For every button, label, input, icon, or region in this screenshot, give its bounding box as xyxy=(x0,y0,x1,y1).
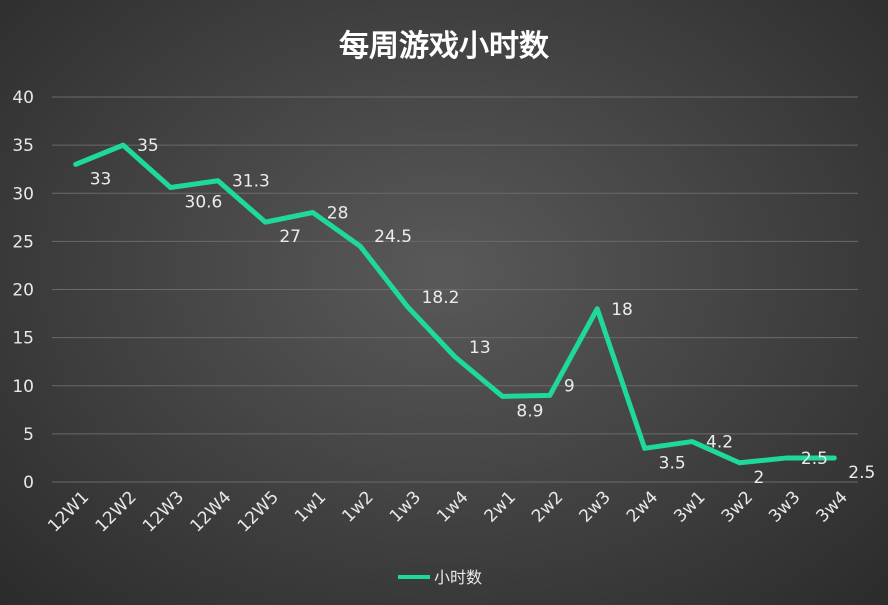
x-tick-label: 1w1 xyxy=(291,487,330,526)
data-label: 2.5 xyxy=(801,449,828,469)
y-tick-label: 40 xyxy=(12,88,34,108)
chart-title: 每周游戏小时数 xyxy=(339,29,550,64)
data-label: 2 xyxy=(753,468,764,488)
x-tick-label: 1w4 xyxy=(433,487,472,526)
data-label: 18 xyxy=(611,300,633,320)
data-label: 27 xyxy=(279,227,301,247)
x-tick-label: 12W4 xyxy=(186,487,235,536)
x-tick-label: 1w3 xyxy=(386,487,425,526)
gridlines xyxy=(52,96,858,483)
x-tick-label: 12W1 xyxy=(44,487,93,536)
x-tick-label: 2w1 xyxy=(481,487,520,526)
data-label: 9 xyxy=(564,376,575,396)
y-tick-label: 20 xyxy=(12,281,34,301)
y-tick-label: 10 xyxy=(12,377,34,397)
data-label: 2.5 xyxy=(848,463,875,483)
x-tick-label: 3w4 xyxy=(813,487,852,526)
data-label: 13 xyxy=(469,338,491,358)
x-tick-label: 12W2 xyxy=(92,487,141,536)
y-tick-label: 30 xyxy=(12,184,34,204)
x-tick-label: 12W3 xyxy=(139,487,188,536)
y-tick-label: 35 xyxy=(12,136,34,156)
legend-label: 小时数 xyxy=(434,568,482,587)
x-tick-label: 3w3 xyxy=(765,487,804,526)
data-label: 18.2 xyxy=(422,288,460,308)
series-group xyxy=(73,142,837,466)
data-label: 35 xyxy=(137,136,159,156)
series-line xyxy=(73,142,837,466)
data-label: 4.2 xyxy=(706,433,733,453)
legend: 小时数 xyxy=(398,568,482,587)
data-label: 33 xyxy=(90,169,112,189)
data-label: 3.5 xyxy=(659,453,686,473)
y-axis-ticks: 0 5 10 15 20 25 30 35 40 xyxy=(12,88,34,493)
y-tick-label: 5 xyxy=(23,425,34,445)
x-tick-label: 3w1 xyxy=(670,487,709,526)
data-label: 24.5 xyxy=(374,227,412,247)
data-label: 28 xyxy=(327,204,349,224)
x-tick-label: 2w3 xyxy=(575,487,614,526)
y-tick-label: 15 xyxy=(12,329,34,349)
y-tick-label: 0 xyxy=(23,473,34,493)
x-tick-label: 3w2 xyxy=(718,487,757,526)
x-tick-label: 12W5 xyxy=(234,487,283,536)
y-tick-label: 25 xyxy=(12,232,34,252)
data-label: 31.3 xyxy=(232,172,270,192)
data-label: 8.9 xyxy=(516,401,543,421)
data-label: 30.6 xyxy=(185,192,223,212)
x-tick-label: 1w2 xyxy=(338,487,377,526)
data-labels: 33 35 30.6 31.3 27 28 24.5 18.2 13 8.9 9 18 3.5 4.2 2 2… xyxy=(90,136,876,488)
x-tick-label: 2w2 xyxy=(528,487,567,526)
x-tick-label: 2w4 xyxy=(623,487,662,526)
